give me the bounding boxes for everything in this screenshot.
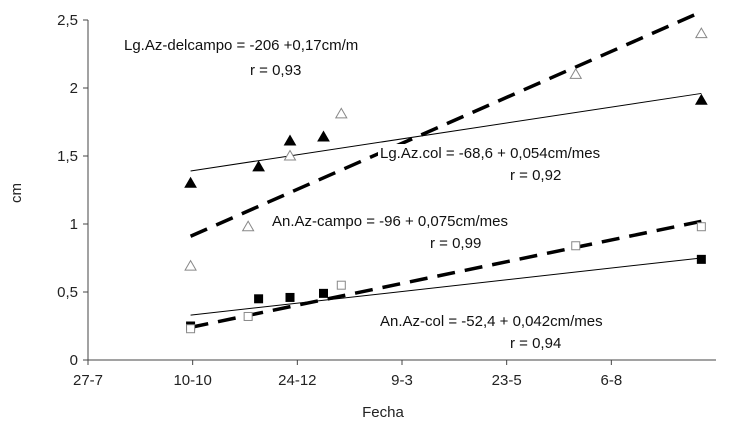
point-series-4 — [571, 241, 581, 251]
r-value-text: r = 0,99 — [430, 235, 481, 252]
y-tick-label: 0,5 — [57, 284, 78, 301]
point-series-1 — [184, 176, 197, 188]
point-series-3 — [696, 254, 706, 264]
label-background — [378, 312, 605, 331]
point-series-1 — [252, 160, 265, 172]
x-tick-label: 6-8 — [600, 372, 622, 389]
x-ticks: 27-7 10-10 24-12 9-3 23-5 6-8 — [73, 360, 622, 389]
y-tick-label: 0 — [70, 352, 78, 369]
point-series-1 — [694, 93, 708, 105]
y-tick-label: 1 — [70, 216, 78, 233]
y-tick-label: 2,5 — [57, 12, 78, 29]
y-tick-label: 1,5 — [57, 148, 78, 165]
point-series-2 — [241, 220, 255, 232]
r-value-text: r = 0,94 — [510, 335, 561, 352]
trend-line-3 — [190, 257, 702, 316]
annotation-an-col: An.Az-col = -52,4 + 0,042cm/mes r = 0,94 — [378, 312, 605, 352]
trend-line-1 — [190, 92, 702, 172]
annotation-an-campo: An.Az-campo = -96 + 0,075cm/mes r = 0,99 — [270, 212, 510, 252]
trend-line-2 — [189, 10, 703, 238]
point-series-3 — [319, 288, 328, 298]
point-series-4 — [696, 222, 706, 232]
point-series-2 — [694, 27, 708, 39]
point-series-4 — [336, 280, 346, 290]
r-value-text: r = 0,92 — [510, 167, 561, 184]
plot-axes — [87, 20, 716, 361]
annotation-lg-campo: Lg.Az-delcampo = -206 +0,17cm/m r = 0,93 — [122, 36, 361, 79]
equation-annotations: Lg.Az-delcampo = -206 +0,17cm/mr = 0,93L… — [122, 36, 605, 352]
x-tick-label: 9-3 — [391, 372, 413, 389]
x-tick-label: 27-7 — [73, 372, 103, 389]
point-series-1 — [283, 134, 297, 146]
annotation-lg-col: Lg.Az.col = -68,6 + 0,054cm/mes r = 0,92 — [378, 144, 603, 184]
data-points — [184, 27, 708, 334]
point-series-1 — [317, 130, 330, 142]
point-series-4 — [243, 311, 253, 321]
label-background — [122, 36, 361, 55]
point-series-4 — [186, 324, 196, 334]
equation-text: Lg.Az-delcampo = -206 +0,17cm/m — [124, 37, 358, 54]
trend-lines — [189, 10, 703, 330]
x-axis-label: Fecha — [362, 404, 404, 421]
y-ticks: 0 0,5 1 1,5 2 2,5 — [57, 12, 88, 369]
equation-text: Lg.Az.col = -68,6 + 0,054cm/mes — [380, 145, 600, 162]
label-background — [270, 212, 510, 231]
equation-text: An.Az-campo = -96 + 0,075cm/mes — [272, 213, 508, 230]
r-value-text: r = 0,93 — [250, 62, 301, 79]
equation-text: An.Az-col = -52,4 + 0,042cm/mes — [380, 313, 603, 330]
point-series-2 — [569, 67, 583, 79]
trend-line-4 — [190, 219, 702, 330]
y-tick-label: 2 — [70, 80, 78, 97]
x-tick-label: 23-5 — [492, 372, 522, 389]
point-series-2 — [184, 259, 197, 271]
point-series-3 — [254, 294, 264, 304]
point-series-3 — [285, 292, 295, 302]
y-axis-label: cm — [8, 183, 25, 203]
x-tick-label: 10-10 — [173, 372, 211, 389]
label-background — [378, 144, 603, 163]
point-series-2 — [283, 149, 297, 161]
x-tick-label: 24-12 — [278, 372, 316, 389]
point-series-2 — [334, 107, 348, 119]
